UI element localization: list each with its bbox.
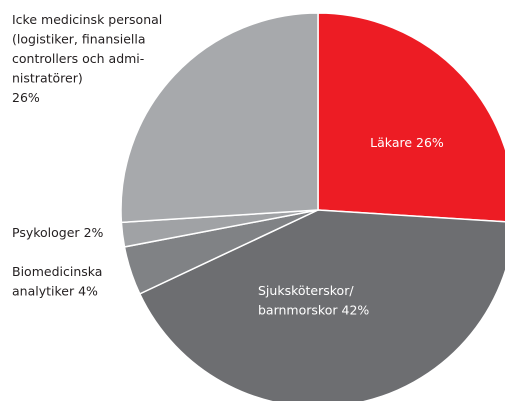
pie-slice [317, 12, 505, 223]
value-label: 4% [78, 283, 98, 298]
value-label: 42% [342, 302, 370, 317]
pie-slice [138, 209, 505, 401]
label-line: Icke medicinsk personal [12, 12, 162, 27]
label-line: Biomedicinska [12, 264, 102, 279]
label-line: Sjuksköterskor/ [258, 283, 354, 298]
value-label: 26% [416, 135, 444, 150]
label-line: Läkare [370, 135, 412, 150]
label-line: analytiker [12, 283, 75, 298]
label-line: (logistiker, finansiella [12, 31, 146, 46]
slice-label: Biomedicinska analytiker 4% [12, 264, 102, 299]
value-label: 2% [84, 225, 104, 240]
slice-label: Läkare 26% [370, 135, 444, 150]
label-line: Psykologer [12, 225, 80, 240]
label-line: controllers och admi- [12, 51, 144, 66]
label-line: nistratörer) [12, 70, 83, 85]
slice-label: Icke medicinsk personal (logistiker, fina… [12, 12, 162, 105]
value-label: 26% [12, 90, 40, 105]
pie-slice [120, 12, 319, 224]
slice-label: Psykologer 2% [12, 225, 104, 240]
label-line: barnmorskor [258, 302, 338, 317]
slice-label: Sjuksköterskor/barnmorskor 42% [258, 283, 369, 318]
